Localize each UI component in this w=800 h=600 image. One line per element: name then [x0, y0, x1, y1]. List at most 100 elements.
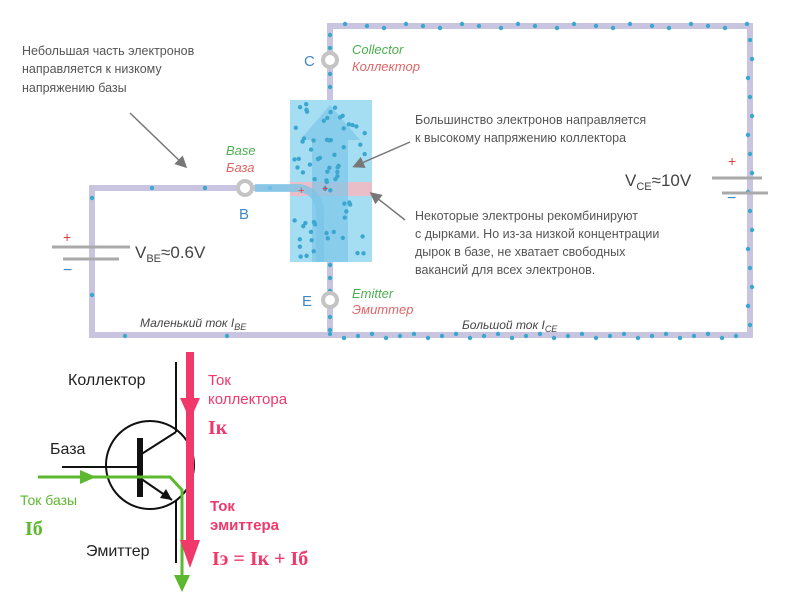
collector-current-arrow — [180, 352, 200, 568]
electron-dot — [292, 157, 297, 162]
electron-dot — [327, 71, 333, 77]
svg-text:вакансий для всех электроно: вакансий для всех электронов. — [415, 263, 595, 277]
electron-dot — [308, 229, 314, 235]
electron-dot — [495, 331, 501, 337]
electron-dot — [571, 21, 577, 27]
svg-text:с дырками. Но из-за низкой кон: с дырками. Но из-за низкой концентрации — [415, 227, 659, 241]
emitter-arrow-icon — [160, 489, 172, 500]
electron-dot — [476, 23, 482, 29]
electron-dot — [498, 25, 504, 31]
electron-dot — [324, 178, 329, 183]
electron-dot — [341, 145, 346, 150]
electron-dot — [309, 237, 314, 243]
electron-dot — [747, 151, 753, 157]
electron-dot — [355, 250, 360, 256]
electron-dot — [749, 170, 755, 176]
electron-dot — [342, 21, 348, 27]
electron-dot — [364, 23, 370, 29]
electron-dot — [337, 115, 343, 120]
collector-current-label: Ток — [208, 372, 231, 389]
electron-dot — [325, 236, 330, 241]
electron-dot — [327, 45, 333, 51]
base-en: Base — [226, 143, 256, 158]
electron-dot — [403, 21, 409, 27]
electron-dot — [523, 333, 529, 339]
electron-dot — [749, 56, 755, 62]
electron-dot — [89, 195, 95, 201]
electron-dot — [749, 284, 755, 290]
electron-dot — [292, 218, 297, 223]
electron-dot — [344, 209, 349, 214]
electron-dot — [747, 322, 753, 328]
electron-dot — [621, 331, 627, 337]
electron-dot — [705, 23, 711, 29]
svg-text:напряжению базы: напряжению базы — [22, 81, 127, 95]
electron-dot — [691, 333, 697, 339]
emitter-current-label: эмиттера — [210, 517, 280, 534]
electron-dot — [327, 165, 332, 171]
electron-dot — [565, 333, 571, 339]
hole-icon: + — [322, 183, 328, 195]
electron-dot — [420, 23, 426, 29]
electron-dot — [325, 169, 330, 174]
electron-dot — [303, 101, 309, 107]
electron-dot — [335, 169, 340, 175]
minus-sign: − — [727, 190, 736, 207]
electron-dot — [355, 333, 361, 339]
electron-dot — [298, 254, 303, 259]
electron-dot — [354, 124, 359, 129]
electron-dot — [663, 331, 669, 337]
electron-dot — [300, 170, 306, 175]
electron-dot — [325, 115, 330, 121]
electron-dot — [342, 215, 347, 220]
electron-dot — [89, 292, 95, 298]
svg-text:Некоторые электроны рекомб: Некоторые электроны рекомбинируют — [415, 209, 638, 223]
collector-letter: C — [304, 53, 315, 70]
electron-dot — [649, 23, 655, 29]
electron-dot — [425, 335, 431, 341]
emitter-current-label: Ток — [210, 498, 235, 515]
electron-dot — [224, 333, 230, 339]
base-letter: B — [239, 206, 249, 223]
electron-dot — [537, 331, 543, 337]
electron-dot — [293, 125, 299, 130]
electron-dot — [149, 185, 155, 191]
electron-dots — [89, 21, 755, 341]
electron-dot — [509, 335, 515, 341]
electron-dot — [383, 335, 389, 341]
base-current-label: Ток базы — [20, 492, 77, 508]
electron-dot — [747, 265, 753, 271]
electron-dot — [722, 25, 728, 31]
electron-dot — [381, 25, 387, 31]
electron-dot — [397, 333, 403, 339]
electron-dot — [297, 105, 303, 110]
electron-dot — [327, 32, 333, 38]
electron-dot — [304, 107, 309, 112]
svg-text:дырок в базе, не хватает: дырок в базе, не хватает свободных — [415, 245, 626, 259]
electron-dot — [311, 249, 316, 254]
electron-dot — [554, 25, 560, 31]
symbol-emitter-label: Эмиттер — [86, 543, 150, 560]
svg-text:Небольшая часть электронов: Небольшая часть электронов — [22, 44, 195, 58]
pointer-arrow — [352, 141, 411, 168]
electron-dot — [666, 25, 672, 31]
electron-dot — [362, 130, 367, 136]
emitter-ru: Эмиттер — [352, 302, 413, 317]
electron-dot — [745, 246, 751, 252]
electron-dot — [369, 331, 375, 337]
electron-dot — [551, 335, 557, 341]
electron-dot — [747, 37, 753, 43]
electron-dot — [327, 84, 333, 90]
electron-dot — [688, 21, 694, 27]
svg-text:Большинство электронов направл: Большинство электронов направляется — [415, 113, 646, 127]
electron-dot — [296, 156, 301, 161]
electron-dot — [322, 186, 328, 191]
electron-dot — [327, 262, 333, 268]
electron-dot — [437, 25, 443, 31]
electron-dot — [327, 314, 333, 320]
electron-dot — [481, 333, 487, 339]
electron-dot — [347, 200, 352, 205]
electron-dot — [677, 335, 683, 341]
terminal-nodes — [236, 51, 339, 309]
